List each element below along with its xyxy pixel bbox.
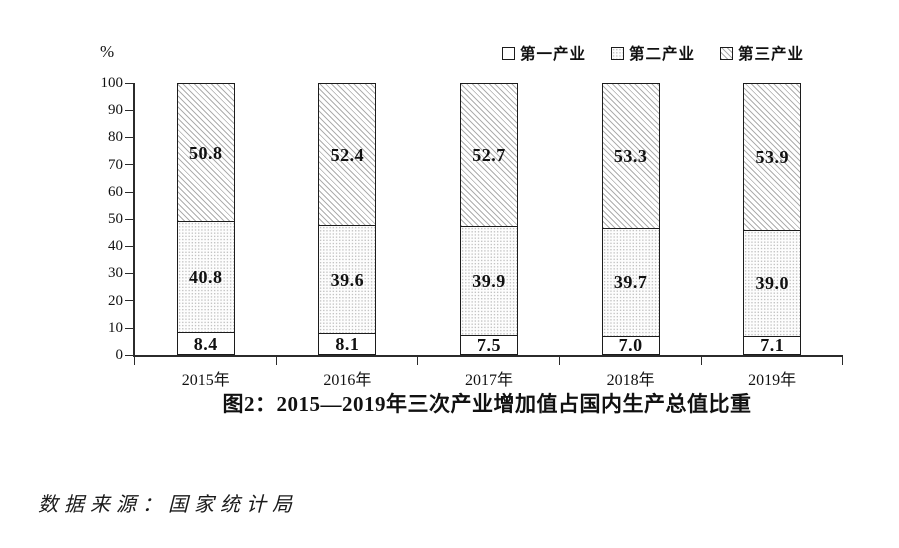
y-axis-tick <box>125 191 134 193</box>
segment-第一产业: 7.1 <box>743 335 802 356</box>
segment-value: 53.3 <box>613 146 648 167</box>
segment-value: 7.1 <box>760 335 785 356</box>
legend-label: 第二产业 <box>629 46 696 63</box>
segment-第三产业: 53.9 <box>743 83 802 230</box>
y-axis-tick-label: 40 <box>108 238 123 255</box>
y-axis-tick <box>125 245 134 247</box>
legend-label: 第一产业 <box>520 46 587 63</box>
segment-第二产业: 39.0 <box>743 229 802 336</box>
y-axis-tick <box>125 137 134 139</box>
segment-第二产业: 39.6 <box>318 225 377 333</box>
y-axis-tick-label: 80 <box>108 129 123 146</box>
legend-item-第一产业: 第一产业 <box>502 42 586 64</box>
segment-value: 53.9 <box>755 146 789 167</box>
x-axis-category-label: 2018年 <box>606 372 655 389</box>
segment-value: 50.8 <box>189 142 223 163</box>
chart-legend: 第一产业 第二产业 第三产业 <box>502 42 804 64</box>
segment-value: 52.4 <box>330 144 365 165</box>
x-axis-tick <box>134 357 136 365</box>
y-axis-tick-label: 30 <box>108 265 123 282</box>
bar-2017年: 7.5 39.9 52.7 <box>460 82 518 355</box>
x-axis-tick <box>700 357 702 365</box>
y-axis-tick-label: 10 <box>108 319 123 336</box>
y-axis-tick <box>125 273 134 275</box>
segment-第二产业: 39.7 <box>601 228 660 336</box>
x-axis-category-label: 2017年 <box>464 372 513 389</box>
segment-第三产业: 53.3 <box>601 83 660 228</box>
segment-value: 7.0 <box>618 335 643 356</box>
legend-item-第二产业: 第二产业 <box>611 42 695 64</box>
y-axis-tick <box>125 327 134 329</box>
y-axis-tick <box>125 300 134 302</box>
y-axis-tick-label: 90 <box>108 102 123 119</box>
legend-swatch-plain <box>502 46 515 60</box>
y-axis-tick <box>125 82 134 84</box>
x-axis-tick <box>842 357 844 365</box>
x-axis-category-label: 2015年 <box>181 372 230 389</box>
legend-item-第三产业: 第三产业 <box>720 42 804 64</box>
y-axis-tick <box>125 109 134 111</box>
segment-第三产业: 50.8 <box>176 83 235 222</box>
segment-value: 52.7 <box>472 145 506 166</box>
legend-swatch-hatch <box>720 46 734 60</box>
y-axis-tick-label: 100 <box>100 75 124 91</box>
y-axis-tick-label: 70 <box>108 156 123 173</box>
y-axis-tick-label: 50 <box>108 211 123 227</box>
data-source-note: 数据来源：国家统计局 <box>38 494 298 516</box>
y-axis-tick-label: 0 <box>115 347 124 363</box>
segment-value: 39.9 <box>472 270 506 291</box>
y-axis-tick-label: 60 <box>108 183 123 200</box>
x-axis-category-label: 2016年 <box>323 372 372 389</box>
segment-第一产业: 8.4 <box>176 332 235 355</box>
segment-第一产业: 7.0 <box>601 335 660 356</box>
y-axis-tick-label: 20 <box>108 292 123 309</box>
bar-2019年: 7.1 39.0 53.9 <box>743 83 802 356</box>
chart-title: 图2：2015—2019年三次产业增加值占国内生产总值比重 <box>222 392 752 416</box>
y-axis-unit-label: % <box>100 42 115 61</box>
y-axis-tick <box>125 164 134 166</box>
segment-第一产业: 7.5 <box>460 334 518 355</box>
x-axis-tick <box>559 357 561 365</box>
y-axis-tick <box>125 354 134 356</box>
bar-2016年: 8.1 39.6 52.4 <box>318 82 377 355</box>
x-axis-category-label: 2019年 <box>748 372 797 389</box>
segment-value: 8.4 <box>193 333 218 354</box>
segment-value: 8.1 <box>335 333 360 354</box>
plot-area: 0 10 20 30 40 50 60 70 80 90 100 8.4 40.8 50.8 2015年 8.… <box>101 75 844 389</box>
segment-第一产业: 8.1 <box>318 332 377 355</box>
segment-第三产业: 52.7 <box>460 82 518 227</box>
segment-第二产业: 39.9 <box>460 226 518 335</box>
bar-2018年: 7.0 39.7 53.3 <box>601 83 660 356</box>
segment-value: 39.7 <box>613 272 648 293</box>
segment-value: 39.0 <box>755 273 789 294</box>
legend-label: 第三产业 <box>738 46 805 63</box>
y-axis-tick <box>125 218 134 220</box>
segment-value: 7.5 <box>477 334 501 355</box>
x-axis-tick <box>417 357 419 365</box>
legend-swatch-dots <box>611 46 625 60</box>
segment-value: 39.6 <box>330 269 365 290</box>
bar-2015年: 8.4 40.8 50.8 <box>176 83 235 355</box>
segment-value: 40.8 <box>189 267 223 288</box>
segment-第二产业: 40.8 <box>176 221 235 333</box>
segment-第三产业: 52.4 <box>318 82 377 226</box>
x-axis-tick <box>275 357 277 365</box>
